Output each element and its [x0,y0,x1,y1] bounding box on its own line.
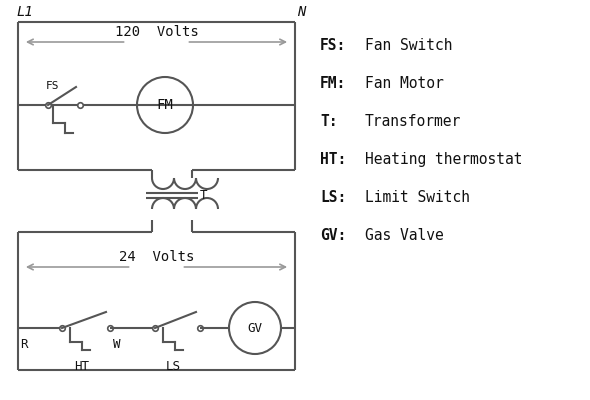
Text: Gas Valve: Gas Valve [365,228,444,243]
Text: GV: GV [247,322,263,334]
Text: LS: LS [166,360,181,373]
Text: GV:: GV: [320,228,346,243]
Text: FM: FM [156,98,173,112]
Text: T:: T: [320,114,337,129]
Text: HT:: HT: [320,152,346,167]
Text: FS:: FS: [320,38,346,53]
Text: Limit Switch: Limit Switch [365,190,470,205]
Text: 24  Volts: 24 Volts [119,250,194,264]
Text: FS: FS [46,81,60,91]
Text: Heating thermostat: Heating thermostat [365,152,523,167]
Text: W: W [113,338,120,351]
Text: 120  Volts: 120 Volts [114,25,198,39]
Text: FM:: FM: [320,76,346,91]
Text: Fan Switch: Fan Switch [365,38,453,53]
Text: HT: HT [74,360,90,373]
Text: T: T [200,189,208,202]
Text: Fan Motor: Fan Motor [365,76,444,91]
Text: N: N [297,5,306,19]
Text: LS:: LS: [320,190,346,205]
Text: Transformer: Transformer [365,114,461,129]
Text: L1: L1 [16,5,33,19]
Text: R: R [20,338,28,351]
